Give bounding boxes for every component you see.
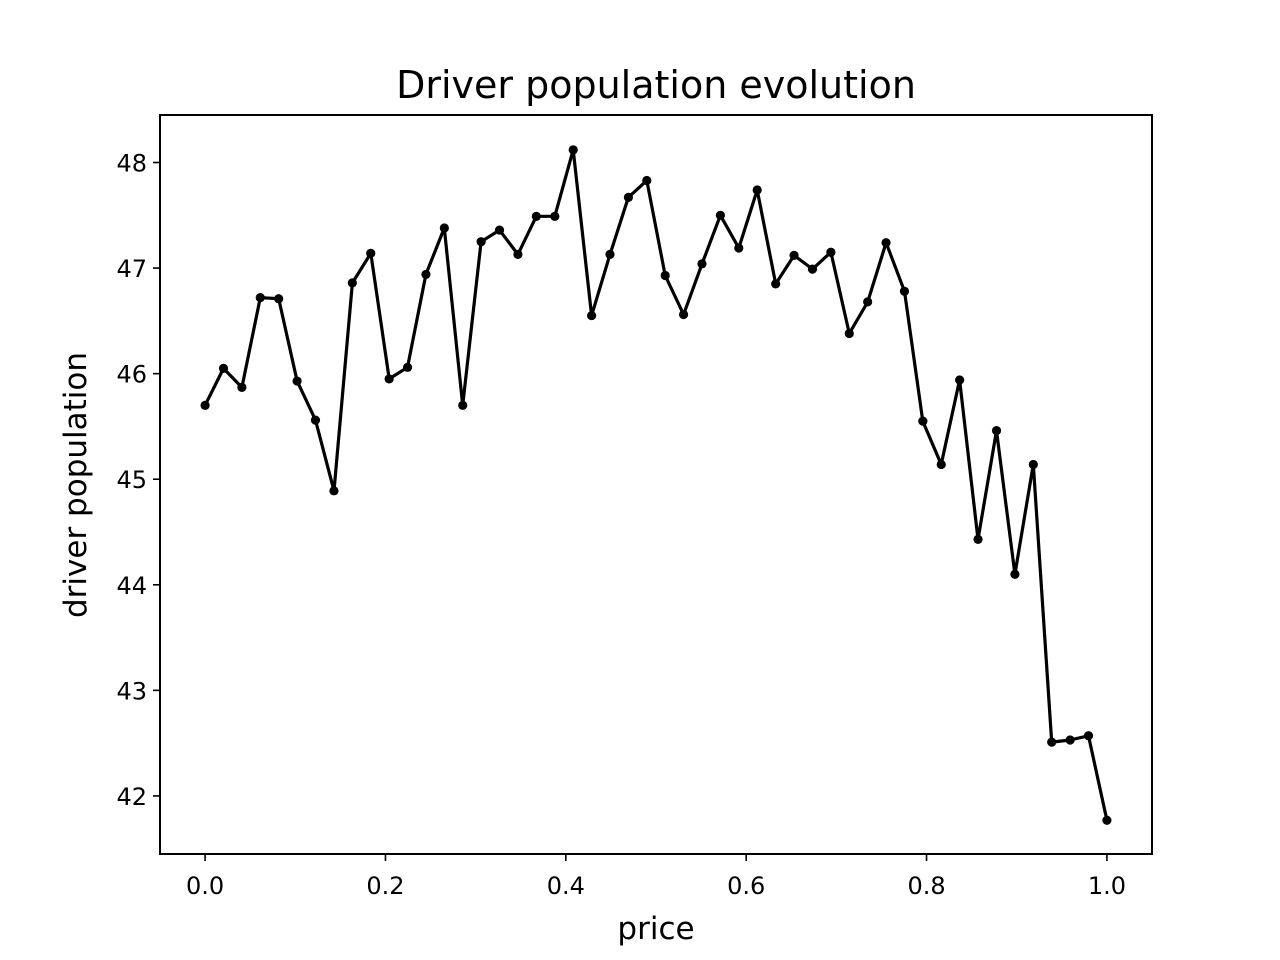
data-point	[347, 278, 357, 288]
data-point	[384, 374, 394, 384]
data-point	[1010, 569, 1020, 579]
y-tick-label: 45	[116, 466, 147, 494]
data-point	[421, 269, 431, 280]
data-point	[936, 459, 946, 470]
y-axis: 42 43 44 45 46 47 48	[116, 150, 160, 811]
data-point	[881, 238, 891, 248]
data-point	[697, 259, 707, 269]
data-point	[918, 416, 928, 426]
data-point	[366, 248, 376, 258]
data-point	[1083, 731, 1094, 741]
y-tick-label: 48	[116, 150, 147, 178]
y-tick-label: 43	[116, 677, 147, 705]
x-tick-label: 0.0	[186, 872, 224, 900]
x-axis-label: price	[617, 911, 694, 947]
data-point	[955, 375, 965, 385]
data-point	[200, 400, 210, 410]
data-point	[237, 382, 247, 392]
data-point	[439, 223, 449, 233]
data-point	[734, 243, 744, 253]
data-point	[844, 328, 854, 339]
data-point	[550, 211, 560, 221]
y-tick-label: 44	[116, 572, 147, 600]
data-point	[476, 237, 486, 247]
data-point	[494, 225, 505, 235]
data-point	[807, 264, 818, 274]
data-point	[789, 250, 799, 261]
x-tick-label: 1.0	[1088, 872, 1126, 900]
data-point	[1102, 815, 1112, 825]
series-line	[203, 148, 1109, 821]
chart-title: Driver population evolution	[396, 63, 916, 107]
plot-area	[200, 145, 1112, 825]
data-point	[771, 279, 781, 289]
y-tick-label: 47	[116, 255, 147, 283]
data-point	[568, 145, 578, 155]
data-point	[1065, 735, 1075, 745]
data-point	[458, 400, 468, 410]
data-point	[899, 286, 910, 296]
x-tick-label: 0.2	[366, 872, 404, 900]
x-axis: 0.0 0.2 0.4 0.6 0.8 1.0	[186, 854, 1126, 900]
data-point	[587, 310, 597, 321]
data-point	[274, 294, 284, 304]
x-tick-label: 0.6	[727, 872, 765, 900]
data-point	[991, 426, 1002, 436]
data-point	[329, 486, 339, 496]
data-point	[1047, 737, 1057, 747]
data-point	[863, 297, 873, 307]
data-point	[973, 534, 983, 544]
x-tick-label: 0.4	[547, 872, 585, 900]
data-point	[752, 185, 762, 195]
data-point	[310, 415, 321, 425]
data-point	[255, 293, 265, 303]
x-tick-label: 0.8	[907, 872, 945, 900]
data-point	[715, 210, 725, 220]
data-point	[531, 211, 541, 221]
data-point	[642, 175, 652, 186]
y-axis-label: driver population	[58, 352, 94, 618]
data-point	[292, 376, 302, 386]
data-point	[218, 363, 229, 373]
data-point	[605, 249, 615, 259]
data-point	[513, 249, 523, 259]
data-point	[402, 362, 413, 372]
data-point	[623, 192, 634, 202]
data-point	[1028, 459, 1038, 470]
plot-frame	[159, 114, 1153, 855]
data-point	[678, 309, 689, 320]
y-tick-label: 46	[116, 361, 147, 389]
data-point	[826, 247, 836, 257]
y-tick-label: 42	[116, 783, 147, 811]
data-point	[660, 270, 670, 281]
